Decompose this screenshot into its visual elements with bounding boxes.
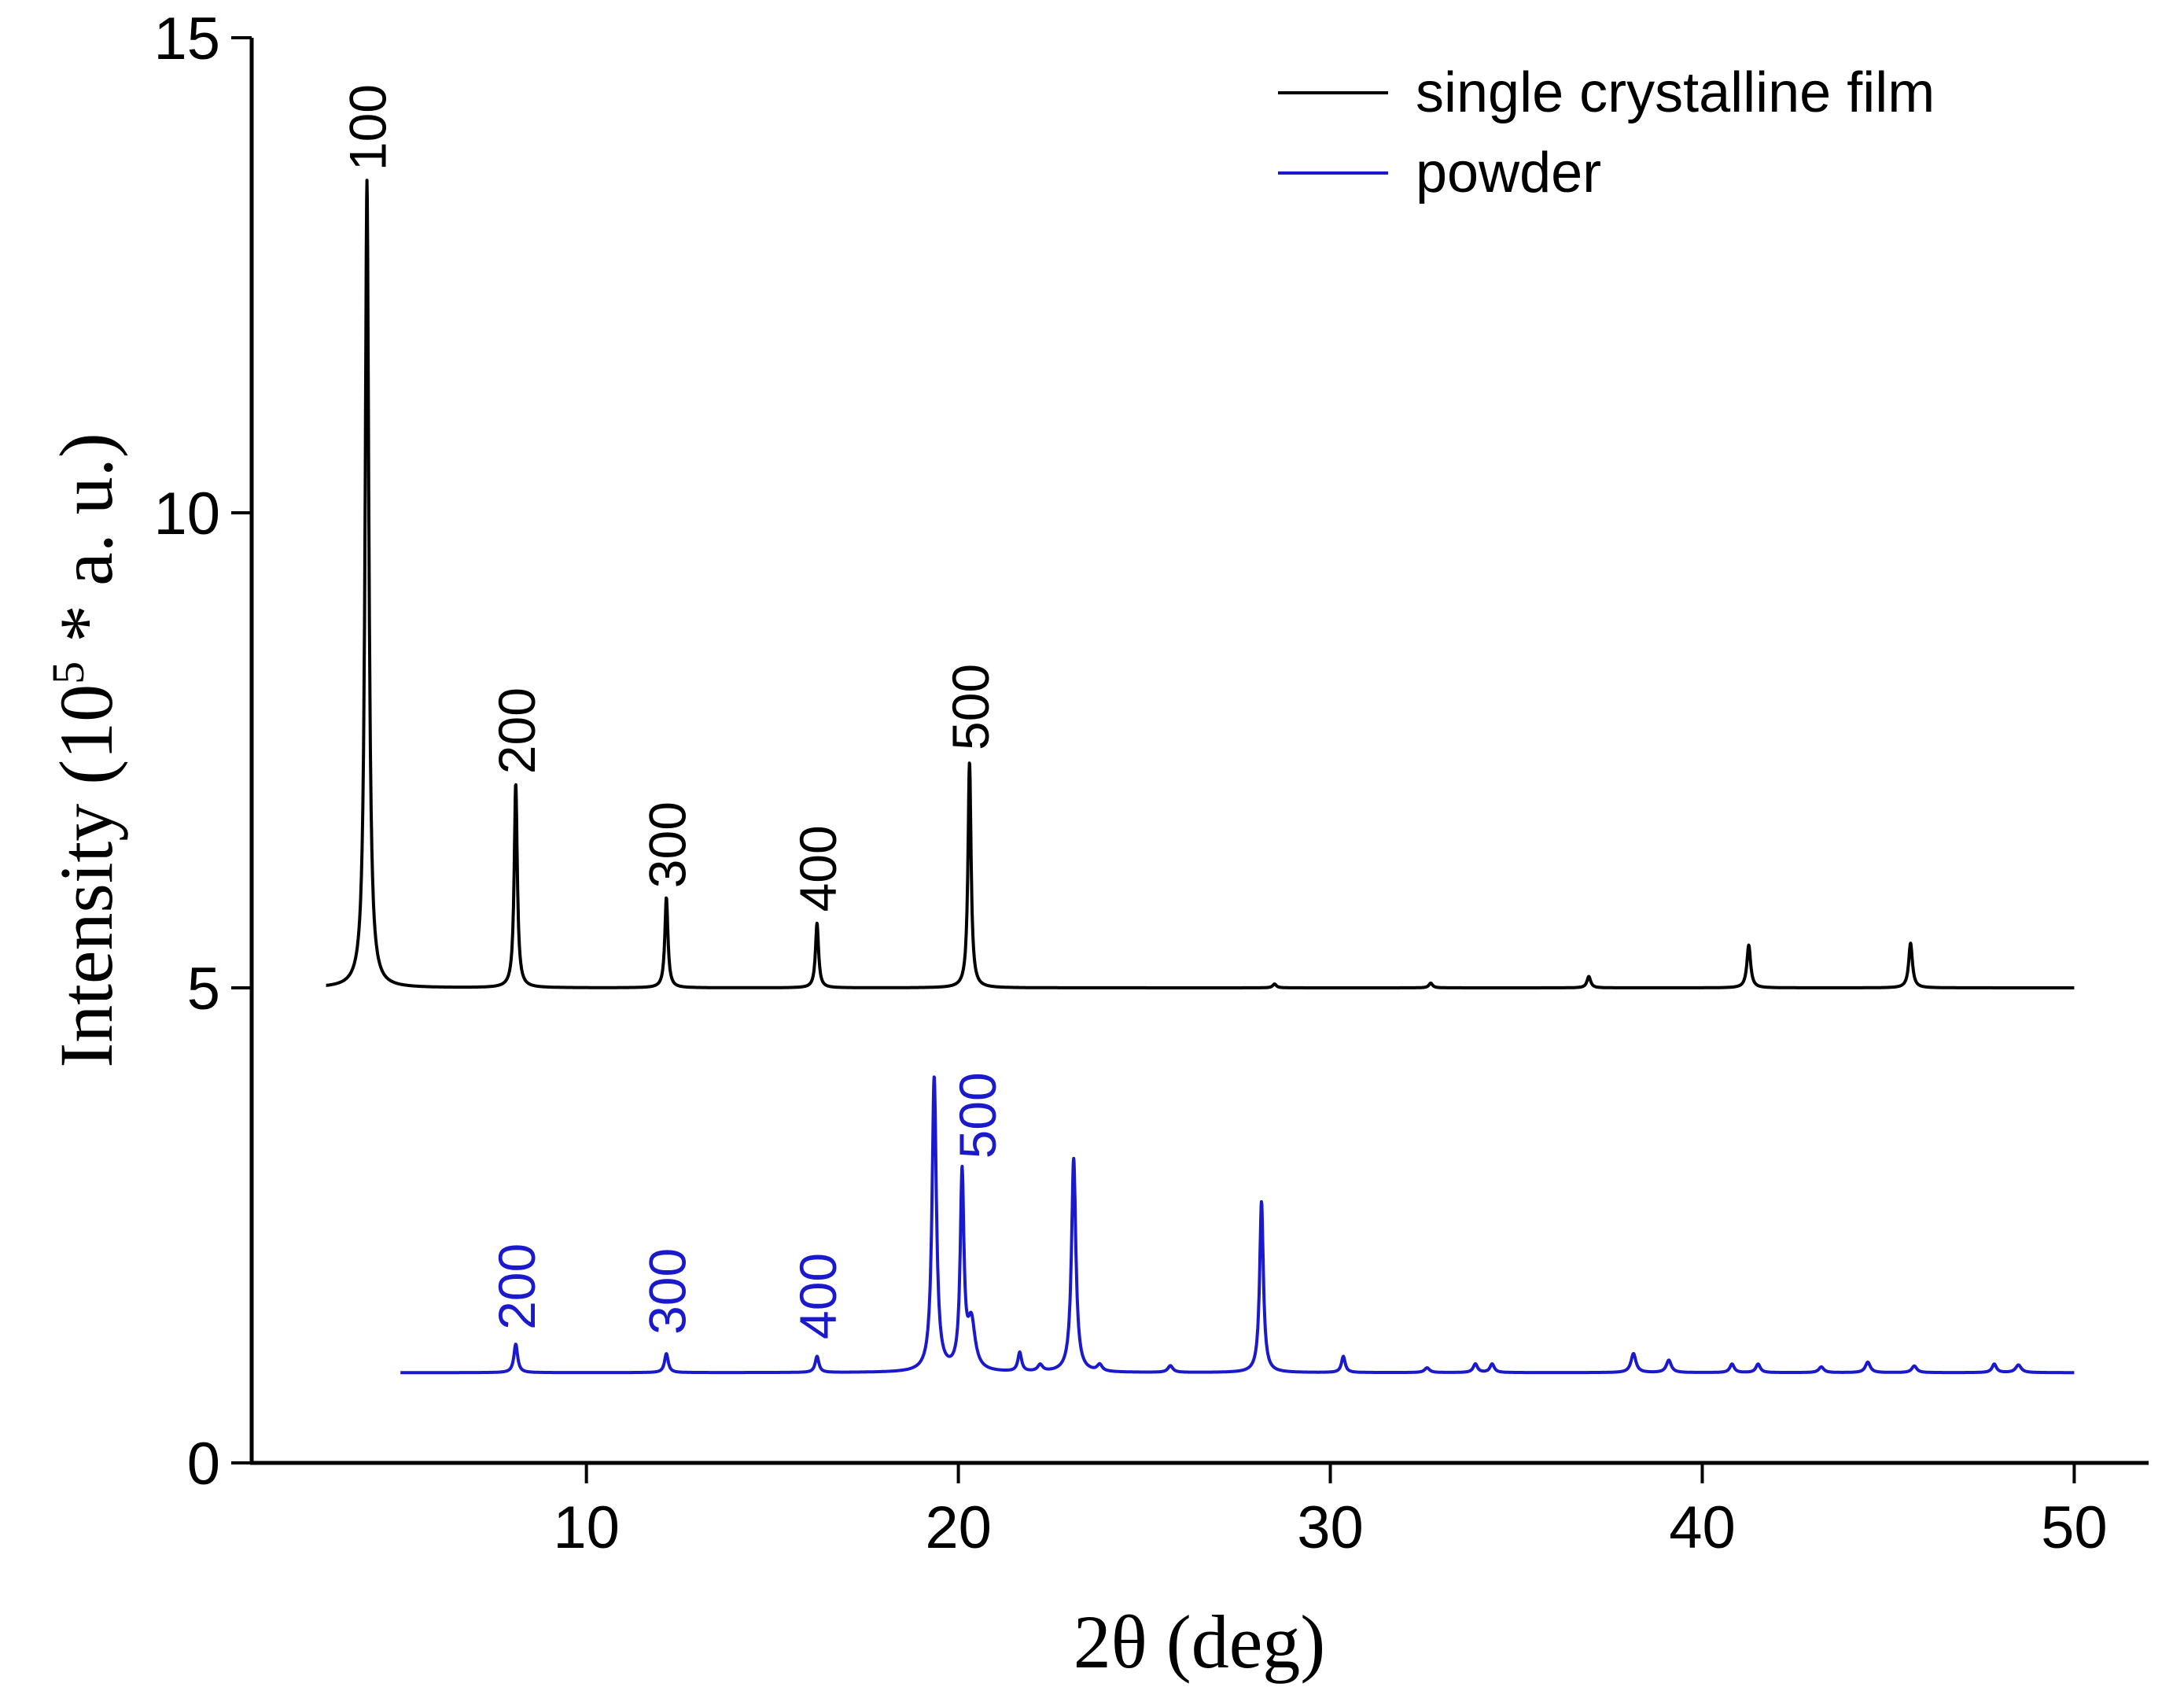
peak-label-powder-500: 500: [948, 1072, 1007, 1159]
y-axis-title-main: Intensity (10: [44, 684, 128, 1068]
y-axis-title-superscript: 5: [42, 661, 94, 684]
legend-label-powder: powder: [1416, 142, 1601, 204]
x-tick-label-40: 40: [1669, 1494, 1736, 1561]
peak-label-powder-400: 400: [789, 1253, 847, 1339]
legend-label-film: single crystalline film: [1416, 61, 1935, 124]
x-tick-label-30: 30: [1297, 1494, 1364, 1561]
axes: [249, 38, 2149, 1465]
peak-label-film-100: 100: [339, 84, 397, 171]
series-line-single-crystalline-film: [325, 179, 2075, 989]
annotation-layer: 100 200 300 400 500 200 300 400 500: [339, 84, 1007, 1339]
peak-label-film-200: 200: [488, 687, 546, 774]
y-axis-title: Intensity (105 * a. u.): [42, 433, 128, 1068]
x-axis-title: 2θ (deg): [1074, 1600, 1326, 1684]
x-tick-label-20: 20: [925, 1494, 992, 1561]
y-axis-title-tail: * a. u.): [44, 433, 128, 661]
y-tick-label-5: 5: [187, 956, 220, 1022]
peak-label-powder-300: 300: [638, 1248, 696, 1335]
peak-label-film-300: 300: [638, 801, 696, 888]
peak-label-powder-200: 200: [488, 1243, 546, 1330]
series-line-powder: [399, 1075, 2075, 1375]
y-tick-label-10: 10: [153, 481, 220, 547]
x-tick-label-50: 50: [2041, 1494, 2108, 1561]
x-tick-label-10: 10: [553, 1494, 620, 1561]
series-layer: [325, 179, 2075, 1375]
peak-label-film-400: 400: [789, 825, 847, 912]
legend: single crystalline film powder: [1278, 61, 1935, 204]
y-tick-label-0: 0: [187, 1431, 220, 1498]
peak-label-film-500: 500: [941, 664, 1000, 750]
y-tick-label-15: 15: [153, 6, 220, 72]
